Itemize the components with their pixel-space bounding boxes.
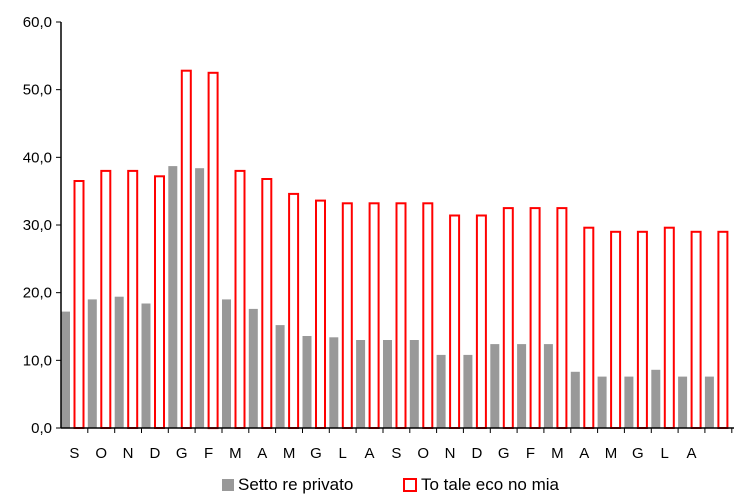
- bar-settore-privato: [704, 376, 714, 428]
- bar-settore-privato: [329, 337, 339, 428]
- bar-settore-privato: [302, 336, 312, 428]
- bar-settore-privato: [543, 344, 553, 428]
- bar-totale-economia: [636, 230, 648, 429]
- bar-totale-economia: [529, 207, 541, 429]
- x-tick-label: D: [471, 445, 482, 462]
- legend: Setto re privato To tale eco no mia: [222, 475, 560, 494]
- y-tick-label: 10,0: [23, 352, 52, 369]
- x-tick-label: O: [95, 445, 107, 462]
- bar-totale-economia: [690, 230, 702, 429]
- bar-settore-privato: [409, 340, 419, 428]
- bar-totale-economia: [73, 180, 85, 429]
- legend-gray-filled-square-icon: [222, 479, 234, 491]
- bar-settore-privato: [463, 354, 473, 428]
- bars-group: [61, 69, 729, 430]
- y-tick-label: 0,0: [31, 420, 52, 437]
- x-tick-label: M: [229, 445, 242, 462]
- bar-settore-privato: [61, 311, 70, 428]
- bar-settore-privato: [356, 340, 366, 428]
- x-tick-label: N: [445, 445, 456, 462]
- bar-settore-privato: [383, 340, 392, 428]
- bar-settore-privato: [624, 376, 634, 428]
- bar-totale-economia: [234, 169, 246, 429]
- bar-totale-economia: [395, 202, 407, 429]
- bar-totale-economia: [583, 226, 595, 429]
- bar-totale-economia: [368, 202, 380, 429]
- x-tick-label: A: [579, 445, 589, 462]
- bar-totale-economia: [449, 214, 461, 429]
- bar-settore-privato: [570, 371, 580, 428]
- x-tick-label: M: [551, 445, 564, 462]
- bar-totale-economia: [475, 214, 487, 429]
- x-tick-label: F: [204, 445, 213, 462]
- x-tick-label: N: [123, 445, 134, 462]
- bar-settore-privato: [517, 344, 527, 428]
- bar-totale-economia: [127, 169, 139, 429]
- bar-totale-economia: [180, 69, 192, 429]
- bar-totale-economia: [154, 175, 165, 429]
- y-tick-label: 30,0: [23, 217, 52, 234]
- bar-settore-privato: [141, 303, 151, 428]
- bar-totale-economia: [100, 169, 112, 429]
- bar-settore-privato: [436, 354, 446, 428]
- x-tick-label: A: [364, 445, 374, 462]
- x-tick-label: F: [526, 445, 535, 462]
- x-tick-label: G: [498, 445, 510, 462]
- bar-settore-privato: [195, 168, 205, 428]
- bar-settore-privato: [678, 376, 688, 428]
- x-tick-label: O: [417, 445, 429, 462]
- x-tick-label: A: [257, 445, 267, 462]
- bar-settore-privato: [114, 296, 124, 428]
- bar-totale-economia: [717, 230, 729, 429]
- legend-label-settore-privato: Setto re privato: [238, 475, 353, 494]
- x-tick-label: M: [283, 445, 296, 462]
- bar-totale-economia: [261, 178, 273, 429]
- bar-totale-economia: [341, 202, 353, 429]
- x-tick-label: L: [339, 445, 347, 462]
- bar-settore-privato: [248, 308, 258, 428]
- bar-settore-privato: [490, 344, 500, 428]
- bar-totale-economia: [556, 207, 568, 429]
- x-tick-label: S: [391, 445, 401, 462]
- x-tick-label: G: [310, 445, 322, 462]
- bar-settore-privato: [222, 299, 231, 428]
- bar-settore-privato: [87, 299, 97, 428]
- x-tick-label: S: [69, 445, 79, 462]
- y-tick-label: 60,0: [23, 14, 52, 31]
- legend-red-outline-square-icon: [403, 478, 417, 492]
- bar-totale-economia: [207, 71, 219, 430]
- bar-totale-economia: [610, 230, 622, 429]
- bar-settore-privato: [651, 369, 661, 428]
- bar-settore-privato: [597, 376, 607, 428]
- x-tick-label: G: [632, 445, 644, 462]
- y-tick-label: 20,0: [23, 285, 52, 302]
- x-tick-label: A: [686, 445, 696, 462]
- x-tick-label: G: [176, 445, 188, 462]
- y-ticks-group: 0,0 10,0 20,0 30,0 40,0 50,0 60,0: [23, 14, 61, 437]
- y-tick-label: 50,0: [23, 82, 52, 99]
- bar-settore-privato: [168, 166, 178, 428]
- legend-label-totale-economia: To tale eco no mia: [421, 475, 560, 494]
- bar-totale-economia: [502, 207, 514, 429]
- x-tick-label: M: [605, 445, 618, 462]
- bar-totale-economia: [663, 226, 675, 429]
- bar-totale-economia: [422, 202, 434, 429]
- x-tick-label: L: [661, 445, 669, 462]
- x-tick-label: D: [149, 445, 160, 462]
- y-tick-label: 40,0: [23, 149, 52, 166]
- bar-settore-privato: [275, 325, 285, 428]
- bar-totale-economia: [288, 192, 300, 429]
- bar-totale-economia: [315, 199, 326, 429]
